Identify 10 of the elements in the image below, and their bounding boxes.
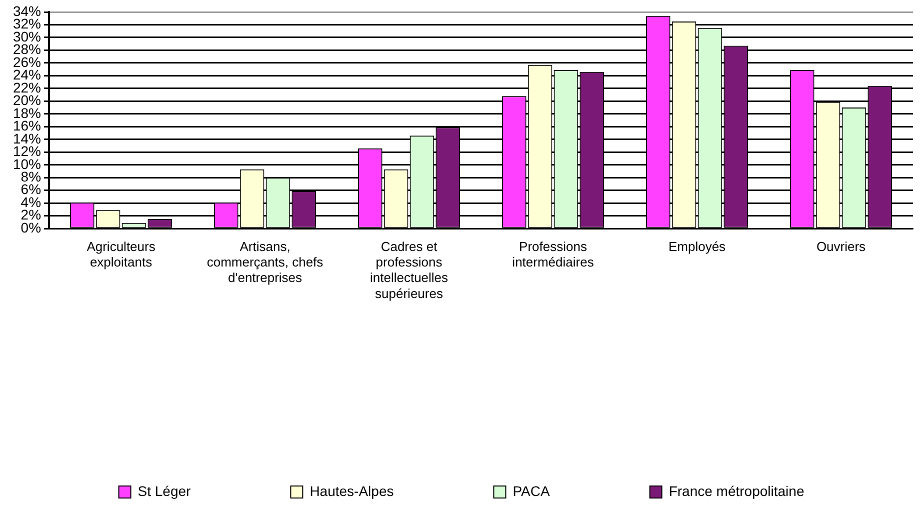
- x-tick-label: Cadres et professions intellectuelles supérieures: [370, 238, 449, 301]
- legend-label: PACA: [512, 482, 550, 499]
- legend-label: France métropolitaine: [668, 482, 804, 499]
- x-tick-label: Employés: [668, 238, 726, 254]
- legend-label: St Léger: [138, 482, 192, 499]
- legend-label: Hautes-Alpes: [310, 482, 394, 499]
- x-tick-label: Ouvriers: [816, 238, 866, 254]
- x-tick-label: Agriculteurs exploitants: [86, 238, 156, 270]
- x-tick-label: Professions intermédiaires: [512, 238, 594, 270]
- x-tick-label: Artisans, commerçants, chefs d'entreprises: [206, 238, 324, 286]
